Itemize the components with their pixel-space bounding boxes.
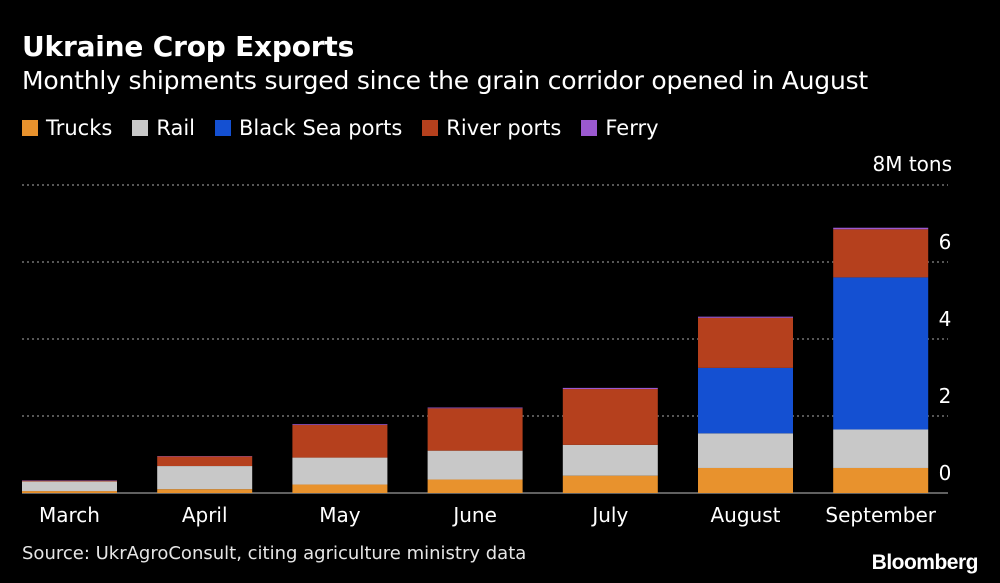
bar-trucks-march [22,491,117,493]
legend-swatch-rail [132,120,149,136]
x-tick-label: August [711,503,781,527]
legend-label-black-sea-ports: Black Sea ports [239,116,403,140]
bar-river-ports-april [157,456,253,467]
y-tick-label: 6 [939,230,952,254]
bar-trucks-july [562,475,658,493]
bar-ferry-august [698,316,793,318]
y-tick-label: 8M tons [872,152,952,176]
x-tick-label: April [182,503,228,527]
bar-trucks-september [833,467,929,493]
bar-river-ports-june [427,408,523,451]
bar-river-ports-september [833,229,929,278]
x-tick-label: May [319,503,361,527]
bar-trucks-august [698,467,793,493]
legend-label-river-ports: River ports [446,116,562,140]
y-tick-label: 4 [939,307,952,331]
legend-swatch-ferry [581,120,598,136]
bar-ferry-june [427,407,523,409]
x-tick-label: July [590,503,628,527]
legend-swatch-black-sea-ports [215,120,232,136]
legend-item-black-sea-ports: Black Sea ports [215,116,402,140]
bar-ferry-may [292,424,388,425]
legend: Trucks Rail Black Sea ports River ports … [22,116,679,140]
bar-ferry-september [833,227,929,230]
bar-rail-september [833,429,929,468]
bar-river-ports-may [292,424,388,458]
bar-river-ports-august [698,317,793,368]
legend-swatch-trucks [22,120,38,136]
bar-trucks-may [292,484,388,493]
legend-label-ferry: Ferry [605,116,659,140]
bar-rail-july [562,444,658,476]
legend-item-rail: Rail [132,116,195,140]
x-tick-label: June [451,503,497,527]
x-tick-label: September [825,503,936,527]
legend-item-ferry: Ferry [581,116,659,140]
legend-label-rail: Rail [156,116,196,140]
source-note: Source: UkrAgroConsult, citing agricultu… [22,543,527,564]
bloomberg-logo: Bloomberg [871,551,979,574]
bar-ferry-july [562,387,658,390]
bar-rail-april [157,466,253,490]
legend-label-trucks: Trucks [46,116,113,140]
bar-trucks-june [427,479,523,493]
legend-swatch-river-ports [422,120,439,136]
y-tick-label: 0 [939,461,952,485]
legend-item-trucks: Trucks [22,116,112,140]
bar-rail-march [22,481,117,492]
x-tick-label: March [39,503,100,527]
bar-river-ports-july [562,389,658,445]
bar-trucks-april [157,489,253,493]
bar-black-sea-ports-september [833,277,929,430]
bar-rail-may [292,457,388,485]
chart-title: Ukraine Crop Exports [22,30,355,63]
bar-river-ports-march [22,480,117,482]
y-tick-label: 2 [939,384,952,408]
legend-item-river-ports: River ports [422,116,561,140]
bar-rail-june [427,450,523,480]
chart-subtitle: Monthly shipments surged since the grain… [22,66,869,95]
bar-rail-august [698,433,793,468]
bar-black-sea-ports-august [698,367,793,434]
